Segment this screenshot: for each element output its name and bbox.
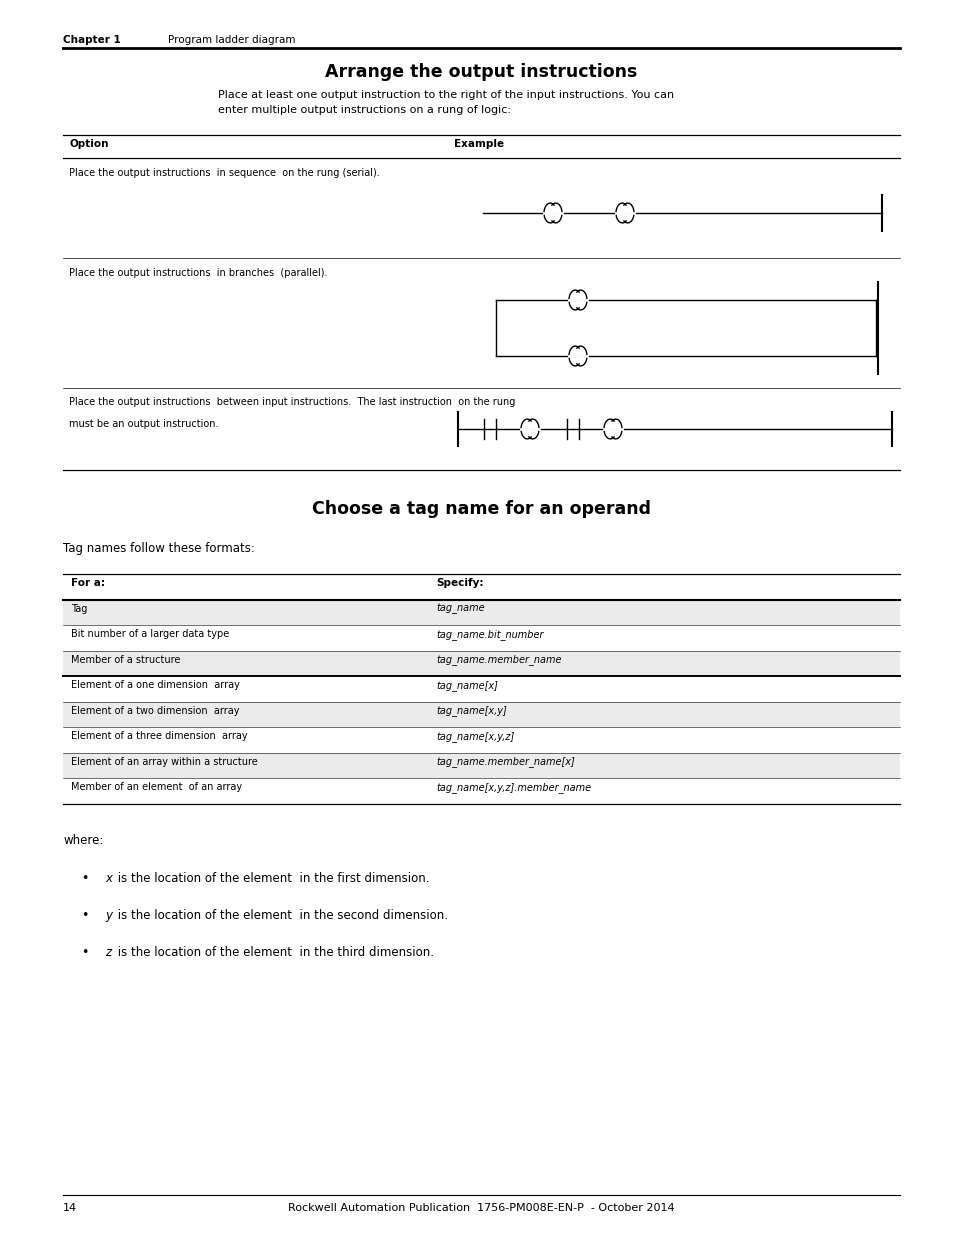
Text: Element of a one dimension  array: Element of a one dimension array bbox=[71, 680, 239, 690]
Text: Choose a tag name for an operand: Choose a tag name for an operand bbox=[312, 500, 650, 517]
Text: tag_name[x,y]: tag_name[x,y] bbox=[436, 705, 506, 716]
Text: tag_name: tag_name bbox=[436, 604, 484, 614]
Bar bbox=[63, 752, 899, 778]
Text: •: • bbox=[81, 946, 89, 958]
Text: y: y bbox=[105, 909, 112, 921]
Text: For a:: For a: bbox=[71, 578, 105, 588]
Text: Example: Example bbox=[454, 140, 503, 149]
Text: is the location of the element  in the third dimension.: is the location of the element in the th… bbox=[113, 946, 433, 958]
Text: is the location of the element  in the second dimension.: is the location of the element in the se… bbox=[113, 909, 447, 921]
Bar bbox=[63, 701, 899, 727]
Text: where:: where: bbox=[63, 834, 103, 846]
Text: Member of an element  of an array: Member of an element of an array bbox=[71, 782, 242, 792]
Text: tag_name.member_name[x]: tag_name.member_name[x] bbox=[436, 757, 574, 767]
Text: tag_name[x,y,z]: tag_name[x,y,z] bbox=[436, 731, 514, 742]
Text: Element of an array within a structure: Element of an array within a structure bbox=[71, 757, 257, 767]
Text: Program ladder diagram: Program ladder diagram bbox=[168, 35, 295, 44]
Text: Tag names follow these formats:: Tag names follow these formats: bbox=[63, 542, 254, 555]
Text: •: • bbox=[81, 909, 89, 921]
Text: z: z bbox=[105, 946, 111, 958]
Bar bbox=[63, 599, 899, 625]
Text: Chapter 1: Chapter 1 bbox=[63, 35, 121, 44]
Text: Place the output instructions  in branches  (parallel).: Place the output instructions in branche… bbox=[69, 268, 327, 278]
Text: Option: Option bbox=[69, 140, 109, 149]
Text: must be an output instruction.: must be an output instruction. bbox=[69, 419, 218, 429]
Text: Arrange the output instructions: Arrange the output instructions bbox=[325, 63, 637, 82]
Text: tag_name[x,y,z].member_name: tag_name[x,y,z].member_name bbox=[436, 782, 591, 793]
Text: tag_name.bit_number: tag_name.bit_number bbox=[436, 629, 543, 640]
Bar bbox=[63, 651, 899, 676]
Text: Rockwell Automation Publication  1756-PM008E-EN-P  - October 2014: Rockwell Automation Publication 1756-PM0… bbox=[288, 1203, 674, 1213]
Text: Specify:: Specify: bbox=[436, 578, 483, 588]
Text: Bit number of a larger data type: Bit number of a larger data type bbox=[71, 629, 229, 638]
Text: tag_name.member_name: tag_name.member_name bbox=[436, 655, 561, 666]
Text: 14: 14 bbox=[63, 1203, 77, 1213]
Text: Member of a structure: Member of a structure bbox=[71, 655, 180, 664]
Text: x: x bbox=[105, 872, 112, 884]
Text: •: • bbox=[81, 872, 89, 884]
Text: Place the output instructions  in sequence  on the rung (serial).: Place the output instructions in sequenc… bbox=[69, 168, 379, 178]
Text: tag_name[x]: tag_name[x] bbox=[436, 680, 497, 690]
Text: Tag: Tag bbox=[71, 604, 88, 614]
Text: is the location of the element  in the first dimension.: is the location of the element in the fi… bbox=[113, 872, 429, 884]
Text: Place the output instructions  between input instructions.  The last instruction: Place the output instructions between in… bbox=[69, 396, 515, 408]
Text: Element of a three dimension  array: Element of a three dimension array bbox=[71, 731, 248, 741]
Text: Place at least one output instruction to the right of the input instructions. Yo: Place at least one output instruction to… bbox=[218, 90, 674, 115]
Text: Element of a two dimension  array: Element of a two dimension array bbox=[71, 705, 239, 715]
